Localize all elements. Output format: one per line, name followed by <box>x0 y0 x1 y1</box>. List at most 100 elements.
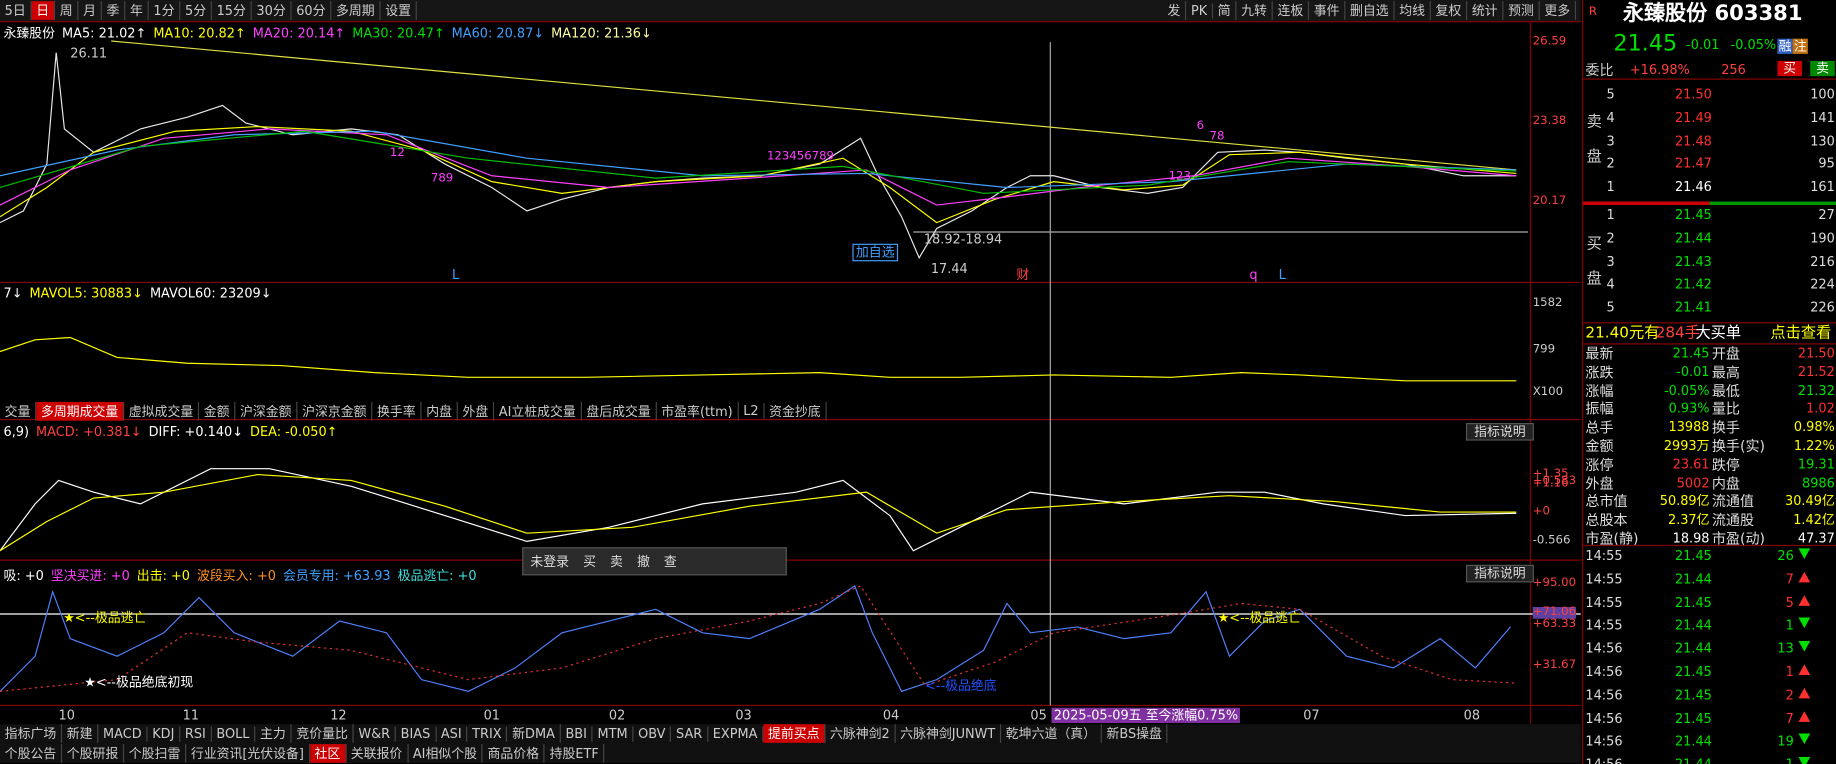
indicator-tab[interactable]: SAR <box>671 725 709 742</box>
indicator-tab[interactable]: MTM <box>593 725 634 742</box>
volume-tab[interactable]: 内盘 <box>422 401 458 421</box>
tool-button[interactable]: 更多 <box>1540 1 1577 20</box>
volume-tab[interactable]: 市盈率(ttm) <box>657 401 739 421</box>
dea-line <box>0 473 1517 552</box>
tool-button[interactable]: 发 <box>1163 1 1187 20</box>
info-tab[interactable]: 持股ETF <box>545 743 605 763</box>
volume-tab[interactable]: 多周期成交量 <box>36 401 125 421</box>
volume-tab[interactable]: 金额 <box>199 401 236 421</box>
ratio-diff: 256 <box>1721 62 1746 78</box>
book-level: 5 <box>1606 300 1615 316</box>
indicator-tab[interactable]: 主力 <box>255 724 292 743</box>
volume-tab[interactable]: 交量 <box>0 401 37 421</box>
volume-tab[interactable]: 沪深京金额 <box>297 401 373 421</box>
tool-button[interactable]: 均线 <box>1395 1 1431 20</box>
axis-label: +1.16 <box>1532 476 1569 490</box>
volume-tab[interactable]: 换手率 <box>372 401 422 421</box>
tool-button[interactable]: 统计 <box>1467 1 1504 20</box>
period-tab[interactable]: 年 <box>125 1 149 20</box>
period-tab[interactable]: 60分 <box>292 1 332 20</box>
indicator-tab[interactable]: EXPMA <box>708 725 764 742</box>
quote-pct: -0.05% <box>1730 37 1777 53</box>
chart-annotation: 17.44 <box>930 261 968 277</box>
info-tab[interactable]: 个股研报 <box>62 743 125 763</box>
indicator-tab[interactable]: RSI <box>180 725 212 742</box>
tool-button[interactable]: 复权 <box>1431 1 1468 20</box>
period-tab[interactable]: 5分 <box>180 1 212 20</box>
indicator-tab[interactable]: BBI <box>561 725 593 742</box>
info-tab[interactable]: 社区 <box>309 743 347 763</box>
sell-button[interactable]: 卖 <box>1810 60 1835 77</box>
indicator-tab[interactable]: BIAS <box>396 725 437 742</box>
book-price: 21.48 <box>1674 133 1712 149</box>
period-tab[interactable]: 周 <box>55 1 79 20</box>
volume-tab[interactable]: 虚拟成交量 <box>124 401 200 421</box>
popup-item[interactable]: 买 <box>583 554 596 570</box>
period-tab[interactable]: 月 <box>78 1 102 20</box>
period-tab[interactable]: 15分 <box>212 1 252 20</box>
period-tab[interactable]: 设置 <box>381 1 417 20</box>
indicator-tab[interactable]: BOLL <box>212 725 256 742</box>
tool-button[interactable]: 预测 <box>1503 1 1540 20</box>
indicator-tab[interactable]: 六脉神剑2 <box>825 724 896 743</box>
indicator-tab[interactable]: 指标广场 <box>0 724 63 743</box>
popup-item[interactable]: 未登录 <box>530 554 570 570</box>
indicator-tab[interactable]: 提前买点 <box>763 724 826 743</box>
indicator-tab[interactable]: 新DMA <box>507 724 561 743</box>
popup-item[interactable]: 卖 <box>610 554 623 570</box>
tool-button[interactable]: 九转 <box>1236 1 1273 20</box>
tool-button[interactable]: PK <box>1186 2 1214 19</box>
book-level: 3 <box>1606 133 1615 149</box>
indicator-tab[interactable]: TRIX <box>468 725 508 742</box>
period-tab[interactable]: 30分 <box>252 1 292 20</box>
period-tab[interactable]: 5日 <box>0 1 32 20</box>
period-tab[interactable]: 日 <box>31 1 56 20</box>
indicator-tab[interactable]: 新BS操盘 <box>1102 724 1168 743</box>
trade-time: 14:56 <box>1585 641 1623 657</box>
header-item: 6,9) <box>3 424 30 440</box>
volume-tab[interactable]: 盘后成交量 <box>582 401 657 421</box>
info-tab[interactable]: 个股公告 <box>0 743 63 763</box>
stat-value: 18.98 <box>1672 530 1710 547</box>
info-tab[interactable]: 行业资讯[光伏设备] <box>186 743 310 763</box>
indicator-tab[interactable]: KDJ <box>148 725 181 742</box>
volume-tab[interactable]: AI立桩成交量 <box>494 401 582 421</box>
indicator-tab[interactable]: OBV <box>633 725 672 742</box>
indicator-tab[interactable]: 竞价量比 <box>292 724 354 743</box>
volume-tab[interactable]: 沪深金额 <box>235 401 298 421</box>
popup-item[interactable]: 查 <box>663 554 677 570</box>
book-price: 21.49 <box>1674 109 1712 126</box>
axis-label: +63.33 <box>1532 617 1577 631</box>
stat-value: 13988 <box>1668 419 1710 435</box>
buy-button[interactable]: 买 <box>1777 60 1803 77</box>
volume-tab[interactable]: L2 <box>739 403 765 419</box>
axis-label: +71.06 <box>1532 605 1577 619</box>
quote-tag: 注 <box>1792 38 1808 54</box>
stat-label: 量比 <box>1711 401 1740 418</box>
tool-button[interactable]: 连板 <box>1273 1 1310 20</box>
date-label: 02 <box>608 707 626 724</box>
info-tab[interactable]: 商品价格 <box>483 743 545 763</box>
indicator-tab[interactable]: 六脉神剑JUNWT <box>896 724 1002 743</box>
indicator-tab[interactable]: MACD <box>98 725 148 742</box>
info-tab[interactable]: AI相似个股 <box>408 743 483 763</box>
trade-arrow <box>1798 664 1811 675</box>
period-tab[interactable]: 多周期 <box>331 1 381 20</box>
volume-tab[interactable]: 资金抄底 <box>764 401 827 421</box>
indicator-tab[interactable]: W&R <box>354 725 396 742</box>
indicator-tab[interactable]: 新建 <box>62 724 99 743</box>
info-tab[interactable]: 关联报价 <box>346 743 409 763</box>
indicator-tab[interactable]: 乾坤六道（真） <box>1001 724 1102 743</box>
divider <box>1583 544 1836 547</box>
info-tab[interactable]: 个股扫雷 <box>124 743 187 763</box>
popup-item[interactable]: 撤 <box>636 554 650 570</box>
period-tab[interactable]: 季 <box>102 1 126 20</box>
indicator-tab[interactable]: ASI <box>436 725 468 742</box>
tool-button[interactable]: 删自选 <box>1345 1 1395 20</box>
tool-button[interactable]: 简 <box>1213 1 1237 20</box>
period-tab[interactable]: 1分 <box>149 1 181 20</box>
volume-tab[interactable]: 外盘 <box>458 401 495 421</box>
tool-button[interactable]: 事件 <box>1309 1 1346 20</box>
header-item: MAVOL5: 30883↓ <box>29 285 143 302</box>
